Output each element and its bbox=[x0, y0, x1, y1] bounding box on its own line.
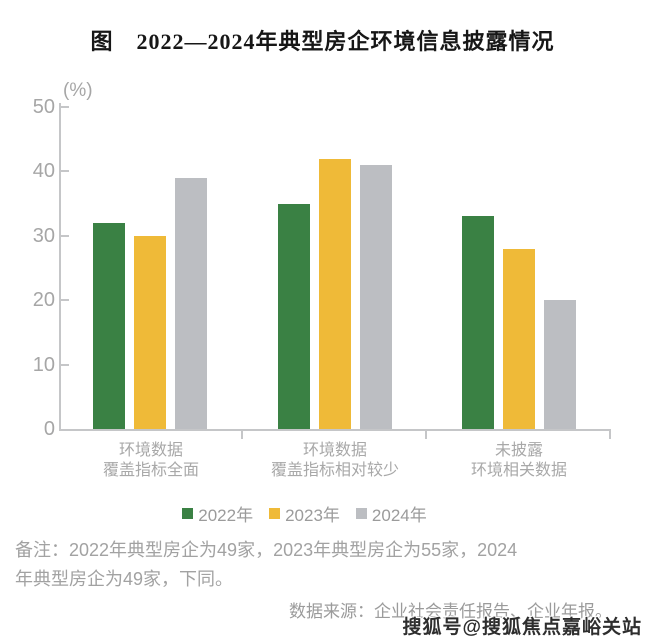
bar bbox=[93, 222, 125, 429]
y-tick-mark bbox=[61, 170, 69, 173]
bar bbox=[462, 216, 494, 429]
legend-item: 2023年 bbox=[269, 501, 340, 526]
y-tick-label: 10 bbox=[32, 353, 55, 376]
y-tick-label: 40 bbox=[32, 160, 55, 183]
category-label: 环境数据 覆盖指标相对较少 bbox=[270, 442, 399, 479]
legend-label: 2024年 bbox=[371, 506, 427, 525]
y-tick-label: 20 bbox=[32, 289, 55, 312]
y-tick-mark bbox=[61, 106, 69, 108]
category-label: 未披露 环境相关数据 bbox=[470, 442, 567, 479]
bar bbox=[175, 177, 207, 429]
legend-swatch bbox=[269, 508, 281, 519]
bar bbox=[278, 203, 310, 429]
legend-label: 2022年 bbox=[198, 506, 254, 525]
x-axis-line bbox=[59, 429, 611, 431]
bar bbox=[503, 248, 535, 429]
legend-item: 2022年 bbox=[182, 501, 253, 526]
legend: 2022年 2023年 2024年 bbox=[0, 501, 627, 526]
legend-item: 2024年 bbox=[355, 501, 427, 526]
bar bbox=[544, 300, 576, 429]
y-tick-mark bbox=[61, 299, 69, 302]
data-source: 数据来源：企业社会责任报告、企业年报。 bbox=[289, 602, 612, 621]
category-label: 环境数据 覆盖指标全面 bbox=[102, 442, 199, 479]
y-tick-mark bbox=[61, 234, 69, 237]
y-tick-mark bbox=[61, 363, 69, 366]
footnote-line: 年典型房企为49家，下同。 bbox=[15, 569, 234, 589]
footnote: 备注：2022年典型房企为49家，2023年典型房企为55家，2024 年典型房… bbox=[15, 536, 637, 594]
watermark: 搜狐号@搜狐焦点嘉峪关站 bbox=[402, 617, 642, 638]
figure-title: 图 2022—2024年典型房企环境信息披露情况 bbox=[90, 29, 555, 54]
x-axis-boundary-tick bbox=[425, 429, 427, 439]
x-axis-boundary-tick bbox=[241, 429, 243, 439]
y-axis-unit-label: (%) bbox=[63, 80, 93, 101]
y-tick-label: 0 bbox=[43, 418, 55, 440]
legend-label: 2023年 bbox=[285, 506, 340, 525]
bar bbox=[360, 164, 392, 429]
y-axis-line bbox=[59, 103, 61, 429]
bar bbox=[319, 158, 351, 429]
legend-swatch bbox=[355, 508, 367, 519]
y-tick-label: 50 bbox=[32, 96, 55, 118]
footnote-line: 备注：2022年典型房企为49家，2023年典型房企为55家，2024 bbox=[15, 540, 518, 560]
plot-area: 0 10 20 30 40 50 环境数据 覆盖指标全面 环境数据 覆盖指标相对较少 未披露 环… bbox=[33, 96, 611, 479]
legend-swatch bbox=[182, 508, 194, 519]
y-tick-label: 30 bbox=[32, 224, 55, 247]
bar bbox=[134, 235, 166, 429]
x-axis-boundary-tick bbox=[609, 429, 611, 439]
